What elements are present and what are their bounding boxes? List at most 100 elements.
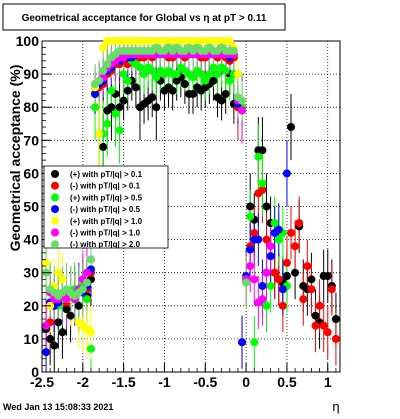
data-point: [168, 86, 177, 95]
data-point: [58, 328, 67, 337]
data-point: [42, 348, 51, 357]
data-point: [115, 126, 124, 135]
legend-label: (-) with pT/|q| > 0.1: [70, 182, 141, 191]
data-point: [119, 70, 128, 79]
data-point: [258, 146, 267, 155]
data-point: [107, 86, 116, 95]
data-point: [229, 46, 238, 55]
legend-marker: [51, 228, 59, 237]
data-point: [311, 321, 320, 330]
data-point: [148, 93, 157, 102]
y-tick-label: 40: [23, 232, 39, 248]
y-tick-label: 80: [23, 99, 39, 115]
data-point: [331, 315, 340, 324]
legend-marker: [51, 170, 59, 178]
data-point: [95, 129, 104, 138]
data-point: [315, 301, 324, 310]
data-point: [274, 275, 283, 284]
data-point: [103, 60, 112, 69]
legend-label: (+) with pT/|q| > 1.0: [70, 217, 143, 226]
data-point: [238, 106, 247, 115]
data-point: [50, 341, 59, 350]
data-point: [54, 318, 63, 327]
axes: -2.5 -2 -1.5 -1 -0.5 0 0.5 10102030405060708090…: [16, 33, 337, 390]
legend-frame: [43, 165, 169, 249]
legend: (+) with pT/|q| > 0.1 (-) with pT/|q| > 0…: [43, 165, 169, 249]
data-point: [172, 70, 181, 79]
y-tick-label: 60: [23, 165, 39, 181]
legend-label: (-) with pT/|q| > 1.0: [70, 229, 141, 238]
x-tick-label: 0: [242, 374, 250, 390]
data-point: [307, 285, 316, 294]
data-point: [323, 328, 332, 337]
legend-marker: [51, 240, 59, 249]
data-point: [135, 63, 144, 72]
data-point: [197, 70, 206, 79]
data-point: [254, 235, 263, 244]
x-tick-label: -0.5: [193, 374, 217, 390]
data-point: [282, 272, 291, 281]
data-point: [233, 70, 242, 79]
data-point: [307, 275, 316, 284]
data-point: [246, 202, 255, 211]
x-tick-label: -2: [77, 374, 90, 390]
footer-timestamp: Wed Jan 13 15:08:33 2021: [3, 402, 113, 412]
data-point: [221, 66, 230, 75]
data-point: [189, 89, 198, 98]
y-tick-label: 100: [16, 33, 40, 49]
data-point: [225, 37, 234, 45]
legend-marker: [51, 181, 59, 190]
data-point: [42, 321, 51, 330]
data-point: [82, 295, 91, 304]
data-point: [91, 89, 100, 98]
data-point: [123, 76, 132, 85]
data-point: [217, 96, 226, 105]
data-point: [86, 344, 95, 353]
data-point: [242, 278, 251, 287]
data-point: [74, 301, 83, 310]
data-point: [258, 185, 267, 194]
data-point: [291, 242, 300, 251]
data-point: [82, 278, 91, 287]
x-tick-label: 0.5: [277, 374, 297, 390]
data-point: [62, 295, 71, 304]
y-tick-label: 50: [23, 199, 39, 215]
y-axis-label: Geometrical acceptance (%): [7, 65, 23, 252]
data-point: [299, 295, 308, 304]
y-tick-label: 20: [23, 298, 39, 314]
data-point: [152, 103, 161, 112]
legend-label: (+) with pT/|q| > 0.1: [70, 170, 143, 179]
data-point: [282, 169, 291, 178]
data-point: [148, 66, 157, 75]
data-point: [115, 103, 124, 112]
y-tick-label: 0: [31, 364, 39, 380]
data-point: [82, 268, 91, 277]
legend-marker: [51, 205, 59, 214]
data-point: [262, 268, 271, 277]
data-point: [91, 103, 100, 112]
data-point: [201, 76, 210, 85]
data-point: [205, 70, 214, 79]
x-tick-label: -1: [158, 374, 171, 390]
data-point: [262, 235, 271, 244]
data-point: [209, 76, 218, 85]
data-point: [246, 212, 255, 221]
data-point: [303, 262, 312, 271]
data-point: [103, 119, 112, 128]
data-point: [250, 338, 259, 347]
data-point: [213, 70, 222, 79]
chart-title: Geometrical acceptance for Global vs η a…: [22, 13, 267, 24]
data-point: [262, 301, 271, 310]
data-point: [270, 268, 279, 277]
data-point: [107, 103, 116, 112]
data-point: [274, 225, 283, 234]
data-point: [78, 285, 87, 294]
data-point: [54, 268, 63, 277]
data-point: [254, 152, 263, 161]
data-point: [225, 76, 234, 85]
data-point: [323, 272, 332, 281]
data-point: [99, 66, 108, 75]
legend-label: (+) with pT/|q| > 0.5: [70, 193, 143, 202]
legend-marker: [51, 216, 59, 225]
data-point: [152, 73, 161, 82]
